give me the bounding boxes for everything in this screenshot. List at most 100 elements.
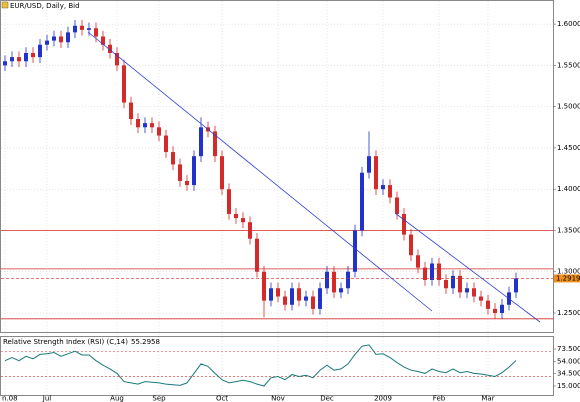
y-tick-label: 15.0000 (557, 382, 580, 390)
chart-title: EUR/USD, Daily, Bid (10, 2, 80, 10)
candle-body (465, 288, 469, 293)
y-tick-label: 1.2500 (557, 309, 580, 317)
candle-body (136, 119, 140, 128)
candle-body (423, 267, 427, 280)
candle-body (220, 156, 224, 190)
price-panel-frame (0, 0, 554, 333)
candle-body (10, 57, 14, 62)
candle-body (38, 44, 42, 58)
candle-body (416, 255, 420, 268)
candle-body (3, 61, 7, 66)
x-tick-label: Jul (42, 395, 52, 402)
x-tick-label: 2009 (374, 395, 392, 402)
candle-body (17, 57, 21, 62)
candle-body (185, 180, 189, 186)
candle-body (52, 36, 56, 41)
candle-body (87, 28, 91, 30)
rsi-line (4, 344, 517, 387)
candle-body (143, 123, 147, 128)
candle-body (500, 304, 504, 314)
candle-body (59, 36, 63, 43)
x-tick-label: Mar (481, 395, 494, 402)
last-price-box (554, 274, 580, 283)
x-tick-label: Feb (433, 395, 446, 402)
x-tick-label: Nov (271, 395, 285, 402)
candle-body (129, 102, 133, 120)
candle-body (171, 152, 175, 165)
y-tick-label: 1.3500 (557, 226, 580, 234)
candle-body (94, 28, 98, 37)
candle-body (381, 185, 385, 190)
candle-body (297, 288, 301, 301)
candle-body (444, 279, 448, 289)
candle-body (213, 131, 217, 157)
candle-body (332, 271, 336, 293)
rsi-panel-frame (0, 336, 554, 396)
candle-body (45, 40, 49, 45)
candle-body (122, 65, 126, 103)
candle-body (304, 296, 308, 301)
candle-body (409, 234, 413, 256)
rsi-name: Relative Strength Index (RSI) (C,14) (3, 338, 128, 346)
candle-body (283, 296, 287, 305)
x-tick-label: Aug (110, 395, 124, 402)
y-tick-label: 73.5000 (557, 345, 580, 353)
candle-body (108, 44, 112, 54)
trendline (394, 212, 541, 323)
candle-body (31, 53, 35, 58)
y-tick-label: 1.5500 (557, 61, 580, 69)
y-tick-label: 1.5000 (557, 103, 580, 111)
candle-body (80, 25, 84, 30)
x-tick-label: Dec (320, 395, 334, 402)
y-tick-label: 34.5000 (557, 370, 580, 378)
candle-body (234, 213, 238, 219)
candle-body (115, 53, 119, 66)
candle-body (325, 271, 329, 289)
candle-body (402, 213, 406, 235)
candle-body (374, 156, 378, 190)
candle-body (479, 296, 483, 301)
y-tick-label: 1.4000 (557, 185, 580, 193)
candle-body (367, 156, 371, 173)
candle-body (24, 53, 28, 62)
candle-body (227, 189, 231, 214)
last-price-label: 1.2919 (556, 274, 580, 282)
candle-body (318, 288, 322, 309)
candle-body (451, 275, 455, 289)
candle-body (458, 275, 462, 293)
candle-body (199, 127, 203, 157)
candle-body (101, 36, 105, 45)
candle-body (311, 296, 315, 309)
rsi-last-value: 55.2958 (131, 338, 160, 346)
rsi-title: Relative Strength Index (RSI) (C,14) 55.2… (3, 338, 160, 346)
candle-body (157, 127, 161, 136)
candle-body (360, 172, 364, 231)
candle-body (164, 135, 168, 153)
candle-body (192, 156, 196, 186)
candle-body (241, 218, 245, 223)
candle-body (514, 278, 518, 293)
candle-body (262, 271, 266, 301)
candle-body (437, 263, 441, 280)
candle-body (339, 288, 343, 293)
candle-body (269, 288, 273, 301)
candle-body (150, 123, 154, 128)
y-tick-label: 54.0000 (557, 357, 580, 365)
y-tick-label: 1.6000 (557, 20, 580, 28)
candle-body (430, 263, 434, 280)
y-tick-label: 1.4500 (557, 144, 580, 152)
candle-body (290, 288, 294, 305)
candle-body (346, 271, 350, 289)
candle-body (248, 222, 252, 239)
x-tick-label: n.08 (2, 395, 18, 402)
candle-body (395, 197, 399, 214)
candle-body (73, 25, 77, 33)
candle-body (472, 288, 476, 297)
candle-body (493, 308, 497, 314)
trendline (87, 31, 433, 312)
candle-body (276, 288, 280, 297)
candle-body (388, 185, 392, 198)
candle-body (486, 300, 490, 309)
